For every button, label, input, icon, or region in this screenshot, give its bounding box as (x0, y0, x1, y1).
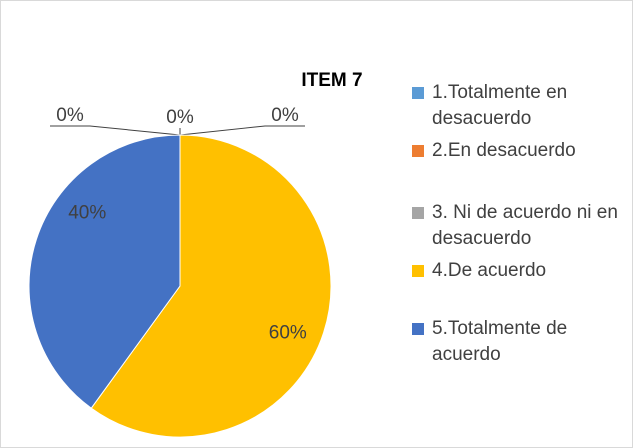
data-label: 60% (269, 322, 307, 343)
legend-item: 5.Totalmente de acuerdo (410, 316, 625, 368)
data-label: 40% (68, 202, 106, 223)
data-label: 0% (271, 105, 299, 126)
legend-swatch (412, 87, 424, 99)
legend-label: 5.Totalmente de acuerdo (432, 318, 568, 365)
pie-slice (28, 134, 181, 409)
leader-line (50, 125, 181, 136)
legend-swatch (412, 145, 424, 157)
chart-title: ITEM 7 (301, 70, 362, 91)
data-label: 0% (56, 105, 84, 126)
pie-slice (90, 134, 332, 438)
legend-label: 3. Ni de acuerdo ni en desacuerdo (432, 202, 618, 249)
legend: 1.Totalmente en desacuerdo 2.En desacuerd… (410, 80, 625, 368)
data-label: 0% (166, 107, 194, 128)
legend-item: 2.En desacuerdo (410, 138, 625, 164)
legend-label: 2.En desacuerdo (432, 140, 576, 161)
legend-label: 4.De acuerdo (432, 260, 547, 281)
legend-item: 1.Totalmente en desacuerdo (410, 80, 625, 132)
legend-item: 3. Ni de acuerdo ni en desacuerdo (410, 200, 625, 252)
legend-label: 1.Totalmente en desacuerdo (432, 82, 568, 129)
legend-swatch (412, 323, 424, 335)
legend-item: 4.De acuerdo (410, 258, 625, 284)
leader-line (179, 125, 305, 136)
legend-swatch (412, 207, 424, 219)
legend-swatch (412, 265, 424, 277)
